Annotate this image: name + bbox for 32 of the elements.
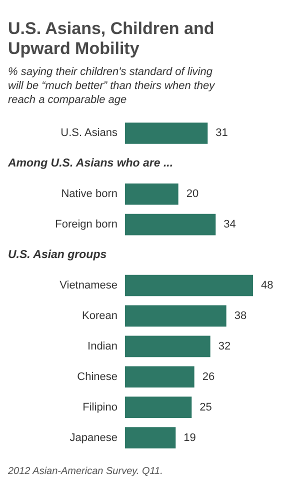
data-label: 38 — [234, 310, 247, 322]
y-tick-label: U.S. Asians — [60, 127, 118, 140]
y-tick-label: Filipino — [82, 401, 118, 414]
y-tick-label: Vietnamese — [60, 280, 118, 292]
text: U.S. Asian groups — [8, 249, 107, 262]
y-tick-label: Indian — [88, 340, 118, 352]
bar — [125, 305, 226, 327]
y-tick-label: Korean — [82, 310, 118, 322]
data-label: 25 — [200, 401, 212, 414]
bar — [125, 274, 253, 296]
bar — [125, 214, 216, 236]
data-label: 32 — [218, 340, 231, 352]
y-tick-label: Foreign born — [55, 218, 118, 231]
data-label: 20 — [186, 188, 199, 200]
bar — [125, 122, 208, 144]
y-tick-label: Japanese — [70, 432, 118, 444]
bar — [125, 396, 192, 418]
chart-subtitle: % saying their children's standard of living will be “much better” than theirs when they reach a comparable age — [8, 66, 216, 106]
annotation: Among U.S. Asians who are ... — [7, 158, 174, 170]
bar — [125, 427, 176, 448]
bar — [125, 366, 194, 388]
bar — [125, 183, 178, 205]
data-label: 48 — [261, 280, 274, 292]
y-tick-label: Chinese — [77, 370, 118, 383]
data-label: 26 — [202, 370, 215, 383]
data-label: 19 — [184, 432, 196, 444]
bar — [125, 336, 210, 358]
data-label: 31 — [216, 127, 228, 140]
data-label: 34 — [224, 218, 236, 231]
y-tick-label: Native born — [61, 188, 118, 200]
text: 2012 Asian-American Survey. Q11. — [7, 466, 163, 477]
chart-title: U.S. Asians, Children and Upward Mobility — [8, 19, 214, 58]
